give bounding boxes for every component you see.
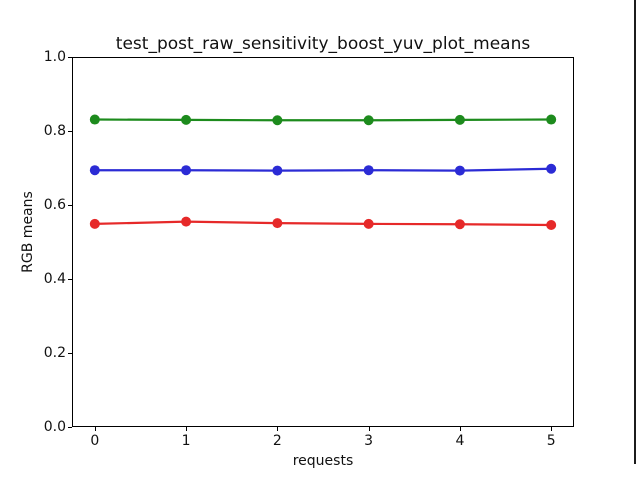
data-point-red-1 bbox=[181, 216, 192, 227]
data-point-red-3 bbox=[363, 218, 374, 229]
data-point-blue-2 bbox=[272, 165, 283, 176]
data-point-green-2 bbox=[272, 115, 283, 126]
x-tick-mark-1 bbox=[186, 427, 188, 431]
data-point-red-2 bbox=[272, 218, 283, 229]
data-point-blue-5 bbox=[546, 163, 557, 174]
x-tick-mark-3 bbox=[368, 427, 370, 431]
data-point-green-1 bbox=[181, 114, 192, 125]
data-point-blue-3 bbox=[363, 165, 374, 176]
x-tick-label-0: 0 bbox=[90, 433, 100, 449]
x-tick-mark-0 bbox=[94, 427, 96, 431]
x-tick-mark-5 bbox=[551, 427, 553, 431]
series-line-red bbox=[94, 220, 552, 227]
x-tick-label-4: 4 bbox=[455, 433, 465, 449]
x-tick-label-5: 5 bbox=[546, 433, 556, 449]
y-tick-mark-1 bbox=[68, 353, 72, 354]
series-line-green bbox=[94, 118, 552, 122]
data-point-red-4 bbox=[454, 219, 465, 230]
line-chart-canvas bbox=[89, 114, 557, 230]
data-point-red-0 bbox=[89, 218, 100, 229]
y-tick-label-3: 0.6 bbox=[43, 197, 66, 213]
chart-title: test_post_raw_sensitivity_boost_yuv_plot… bbox=[115, 34, 531, 54]
y-tick-mark-4 bbox=[68, 131, 72, 132]
series-line-blue bbox=[94, 167, 552, 172]
x-tick-mark-2 bbox=[277, 427, 279, 431]
data-point-green-4 bbox=[454, 114, 465, 125]
y-tick-label-1: 0.2 bbox=[43, 345, 66, 361]
x-tick-label-1: 1 bbox=[181, 433, 191, 449]
x-tick-mark-4 bbox=[459, 427, 461, 431]
data-point-green-0 bbox=[89, 114, 100, 125]
data-point-red-5 bbox=[546, 219, 557, 230]
y-tick-mark-0 bbox=[68, 427, 72, 428]
data-point-green-3 bbox=[363, 115, 374, 126]
screenshot-right-edge-line bbox=[634, 0, 636, 464]
y-tick-label-0: 0.0 bbox=[43, 419, 66, 435]
y-tick-mark-2 bbox=[68, 279, 72, 280]
data-point-blue-4 bbox=[454, 165, 465, 176]
x-axis-label: requests bbox=[292, 453, 354, 469]
y-tick-mark-5 bbox=[68, 57, 72, 58]
data-point-blue-1 bbox=[181, 165, 192, 176]
data-point-blue-0 bbox=[89, 165, 100, 176]
data-point-green-5 bbox=[546, 114, 557, 125]
plot-area bbox=[72, 57, 574, 427]
x-tick-label-2: 2 bbox=[272, 433, 282, 449]
y-tick-label-4: 0.8 bbox=[43, 123, 66, 139]
y-tick-mark-3 bbox=[68, 205, 72, 206]
y-tick-label-2: 0.4 bbox=[43, 271, 66, 287]
x-tick-label-3: 3 bbox=[364, 433, 374, 449]
y-tick-label-5: 1.0 bbox=[43, 49, 66, 65]
